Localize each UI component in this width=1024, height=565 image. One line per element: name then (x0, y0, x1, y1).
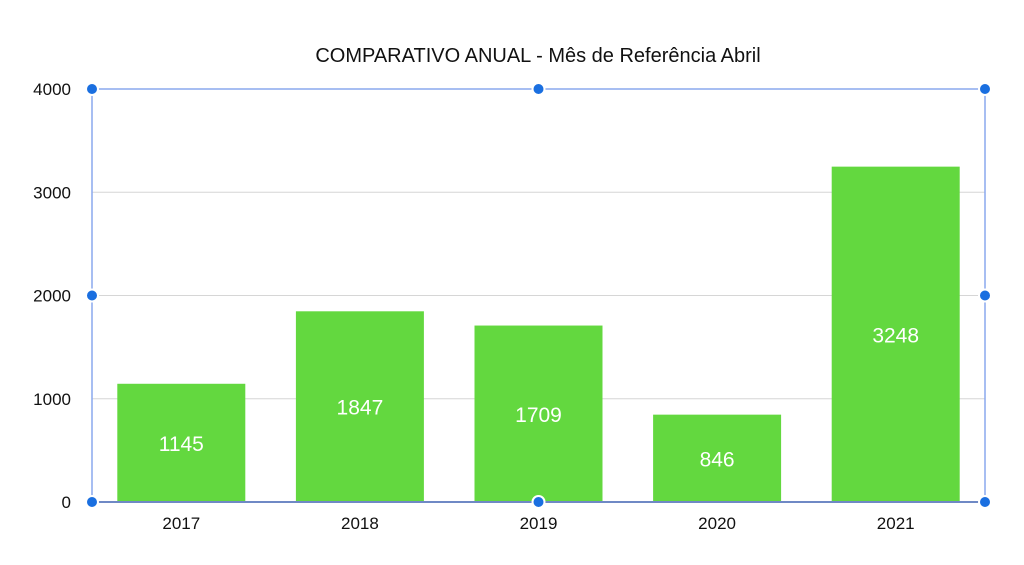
resize-handle[interactable] (85, 495, 99, 509)
chart-title: COMPARATIVO ANUAL - Mês de Referência Ab… (315, 45, 760, 67)
y-tick-label: 0 (62, 493, 71, 512)
x-tick-label: 2019 (520, 514, 558, 533)
x-tick-label: 2020 (698, 514, 736, 533)
resize-handle[interactable] (978, 82, 992, 96)
resize-handle[interactable] (531, 82, 546, 96)
bar-2020 (653, 414, 782, 502)
bar-2017 (117, 383, 246, 502)
data-label: 3248 (872, 324, 919, 347)
x-tick-label: 2021 (877, 514, 915, 533)
bar-2019 (474, 325, 603, 502)
resize-handle[interactable] (85, 288, 99, 303)
data-label: 1709 (515, 404, 562, 427)
y-tick-label: 3000 (33, 183, 71, 202)
data-label: 1847 (337, 397, 384, 420)
bar-2021 (831, 166, 960, 503)
y-tick-label: 4000 (33, 80, 71, 99)
x-tick-label: 2017 (162, 514, 200, 533)
y-tick-label: 1000 (33, 390, 71, 409)
x-tick-label: 2018 (341, 514, 379, 533)
bar-2018 (295, 311, 424, 502)
data-label: 1145 (159, 433, 204, 456)
resize-handle[interactable] (978, 288, 992, 303)
resize-handle[interactable] (978, 495, 992, 509)
resize-handle[interactable] (85, 82, 99, 96)
resize-handle[interactable] (531, 495, 546, 509)
y-tick-label: 2000 (33, 287, 71, 306)
data-label: 846 (700, 448, 735, 471)
